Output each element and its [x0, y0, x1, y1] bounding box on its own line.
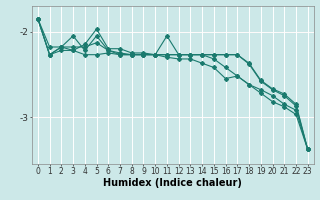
- X-axis label: Humidex (Indice chaleur): Humidex (Indice chaleur): [103, 178, 242, 188]
